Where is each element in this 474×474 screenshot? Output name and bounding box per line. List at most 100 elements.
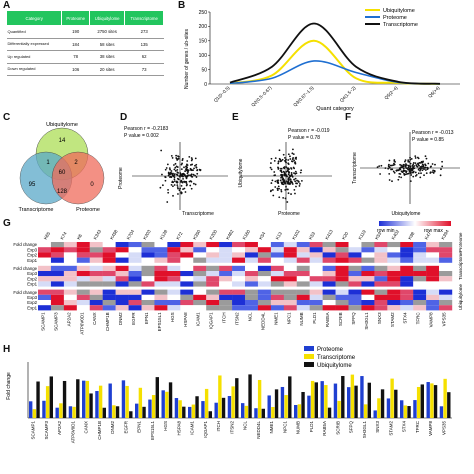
scatter-point xyxy=(169,176,171,178)
scatter-point xyxy=(173,180,176,183)
heatmap-cell xyxy=(115,265,129,271)
bar xyxy=(350,374,355,418)
heatmap-cell xyxy=(193,294,207,300)
heatmap-cell xyxy=(38,247,52,253)
heatmap-cell xyxy=(439,242,453,248)
bar xyxy=(416,386,421,418)
heatmap-cell xyxy=(374,281,388,287)
heatmap-cell xyxy=(89,265,103,271)
heatmap-cell xyxy=(283,252,297,258)
bar xyxy=(360,376,364,418)
table-cell: 58 sites xyxy=(89,38,125,51)
heatmap-cell xyxy=(296,276,310,282)
scatter-point xyxy=(292,153,295,155)
y-tick-label: 200 xyxy=(199,24,208,30)
legend-swatch-proteome xyxy=(304,346,314,351)
heatmap-cell xyxy=(296,289,310,295)
scatter-point xyxy=(183,181,186,184)
heatmap-cell xyxy=(219,247,233,253)
heatmap-cell xyxy=(128,276,142,282)
heatmap-cell xyxy=(115,252,129,258)
heatmap-cell xyxy=(387,265,401,271)
heatmap-cell xyxy=(309,252,323,258)
p-value: P value = 0.85 xyxy=(412,137,444,143)
bar xyxy=(426,382,430,418)
scatter-point xyxy=(430,165,432,168)
scatter-point xyxy=(433,170,436,173)
scatter-point xyxy=(175,154,178,157)
heatmap-cell xyxy=(76,300,90,306)
heatmap-cell xyxy=(387,252,401,258)
site-label: K65 xyxy=(43,231,52,241)
heatmap-cell xyxy=(257,265,272,271)
scatter-point xyxy=(178,189,181,192)
heatmap-cell xyxy=(361,247,375,253)
heatmap-cell xyxy=(335,300,349,306)
bar xyxy=(174,398,179,418)
legend-label: Transcriptome xyxy=(317,355,356,361)
bar xyxy=(227,396,232,418)
panel-letter-g: G xyxy=(3,218,11,229)
heatmap-cell xyxy=(193,305,207,311)
heatmap-cell xyxy=(400,257,414,263)
row-label: Exp2 xyxy=(27,253,37,258)
heatmap-cell xyxy=(361,271,375,277)
heatmap-cell xyxy=(439,265,453,271)
venn-count-tr-pr: 128 xyxy=(57,189,68,195)
scatter-point xyxy=(291,183,294,185)
scatter-point xyxy=(291,175,294,178)
heatmap-color-scale xyxy=(379,221,451,226)
scatter-point xyxy=(183,166,185,169)
scatter-point xyxy=(425,172,428,175)
scatter-point xyxy=(412,167,415,170)
heatmap-cell xyxy=(128,252,142,258)
gene-label: DNM2 xyxy=(110,421,115,434)
heatmap-cell xyxy=(413,271,427,277)
heatmap-cell xyxy=(245,257,259,263)
venn-count-all: 60 xyxy=(59,170,66,176)
bar xyxy=(178,400,182,418)
heatmap-cell xyxy=(76,242,90,248)
heatmap-cell xyxy=(128,294,142,300)
bar xyxy=(235,378,239,418)
legend-swatch-ubiquitylome xyxy=(304,362,314,367)
heatmap-cell xyxy=(348,300,362,306)
ubiq-unit: sites xyxy=(105,41,115,47)
series-line-transcriptome xyxy=(229,22,441,85)
heatmap-cell xyxy=(154,305,168,311)
scatter-point xyxy=(174,162,177,165)
gene-label: ITSN2 xyxy=(229,421,234,434)
scatter-point xyxy=(423,174,425,177)
scatter-point xyxy=(287,192,290,195)
heatmap-cell xyxy=(322,300,336,306)
heatmap-cell xyxy=(270,305,285,311)
scatter-point xyxy=(409,158,412,161)
heatmap-cell xyxy=(89,247,103,253)
table-cell: 78 xyxy=(61,50,90,64)
heatmap-cell xyxy=(219,305,233,311)
table-cell-label: Down regulated xyxy=(6,63,62,76)
bar xyxy=(32,409,37,418)
scatter-point xyxy=(287,153,290,156)
scatter-point xyxy=(196,172,199,175)
scatter-point xyxy=(173,184,176,186)
scatter-point xyxy=(271,189,274,191)
heatmap-cell xyxy=(348,276,362,282)
heatmap-cell xyxy=(167,300,181,306)
scatter-point xyxy=(289,178,292,181)
scatter-point xyxy=(192,182,195,185)
bar xyxy=(407,406,411,418)
row-label: Exp3 xyxy=(27,295,37,300)
bar xyxy=(439,406,444,418)
heatmap-cell xyxy=(348,242,362,248)
heatmap-cell xyxy=(193,281,207,287)
scatter-point xyxy=(402,167,405,170)
heatmap-cell xyxy=(180,300,194,306)
scatter-point xyxy=(274,157,277,160)
scatter-point xyxy=(387,167,390,170)
ubiq-count: 38 xyxy=(99,54,105,60)
site-label: K704 xyxy=(126,228,136,240)
heatmap-cell xyxy=(193,271,207,277)
scatter-point xyxy=(441,165,444,168)
heatmap-cell xyxy=(309,257,323,263)
